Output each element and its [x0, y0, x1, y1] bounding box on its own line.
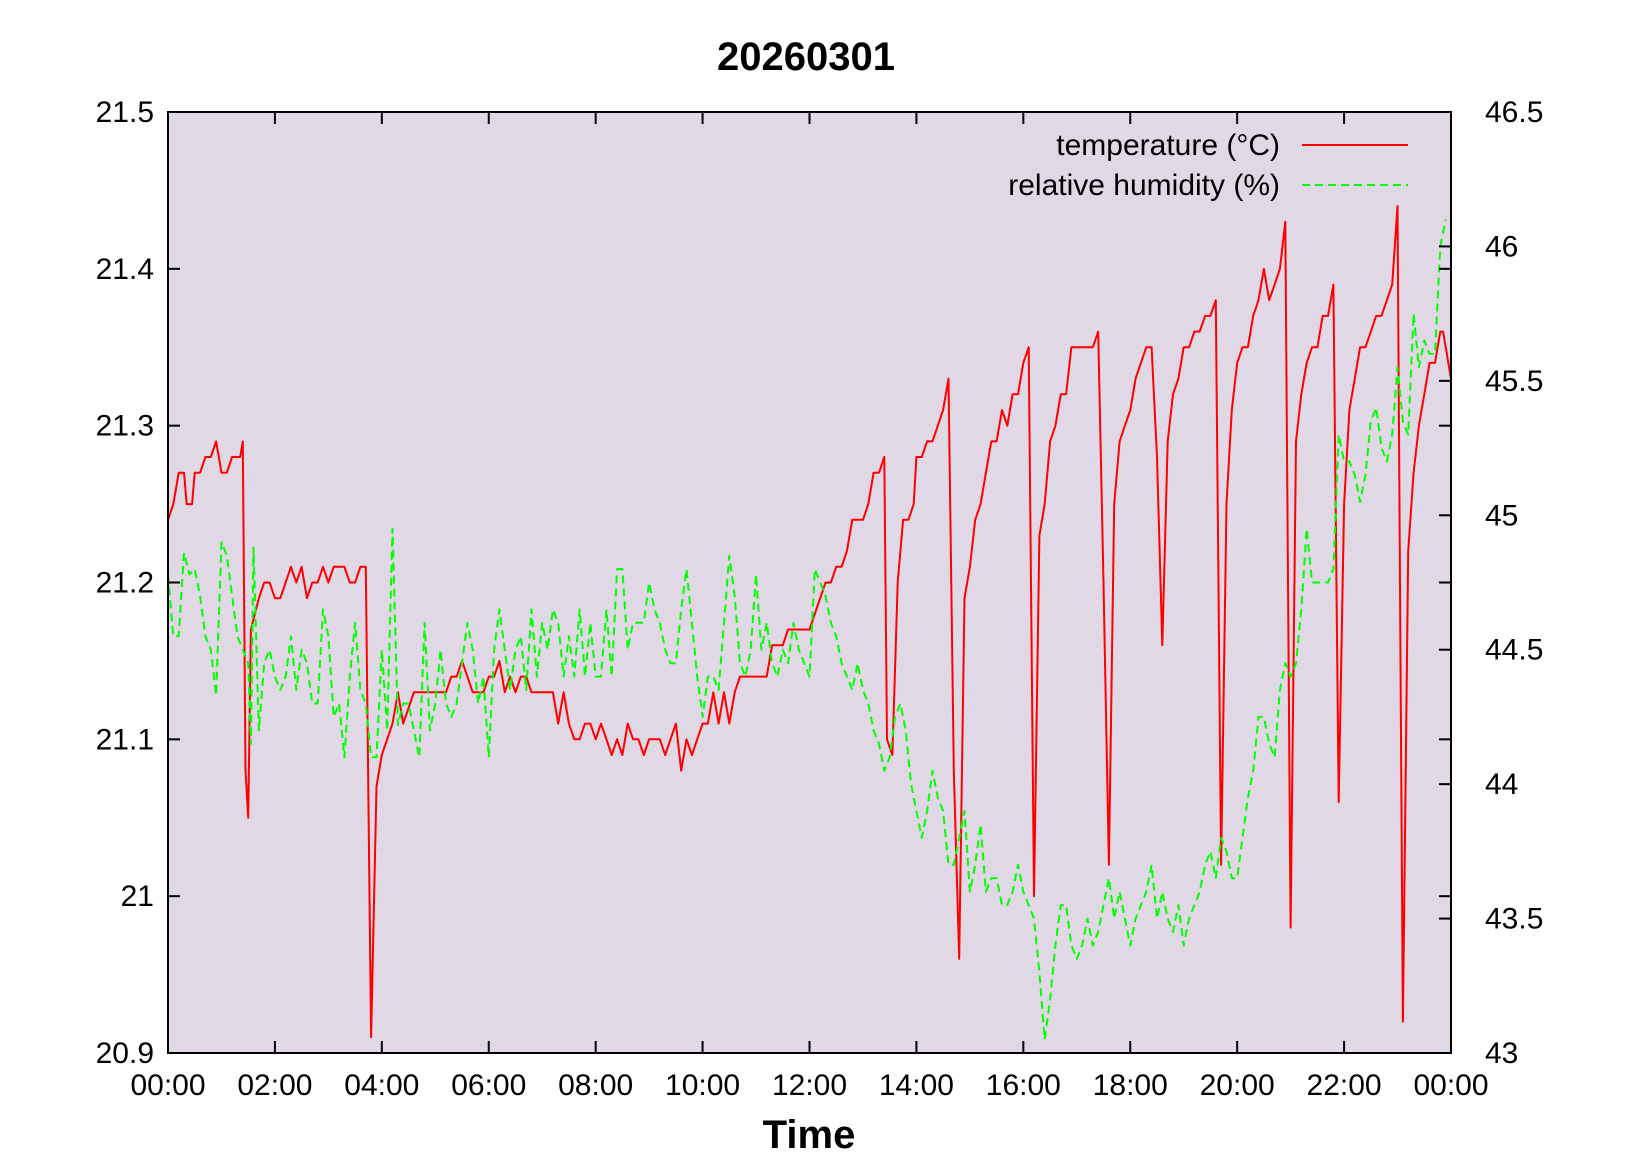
x-tick-label: 12:00 — [772, 1069, 847, 1102]
series-layer — [167, 205, 1452, 1041]
chart-title: 20260301 — [717, 35, 895, 79]
x-tick-label: 06:00 — [451, 1069, 526, 1102]
x-tick-label: 10:00 — [665, 1069, 740, 1102]
x-axis: 00:00 02:00 04:00 06:00 08:00 10:00 12:00 14:00… — [130, 112, 1489, 1102]
x-tick-label: 00:00 — [130, 1069, 205, 1102]
right-tick-label: 44 — [1485, 768, 1518, 801]
legend: temperature (°C) relative humidity (%) — [1008, 129, 1408, 202]
left-tick-label: 21.2 — [96, 567, 154, 600]
left-tick-label: 21.3 — [96, 410, 154, 443]
series-line-temperature — [167, 205, 1452, 1039]
x-tick-label: 20:00 — [1200, 1069, 1275, 1102]
right-tick-label: 46 — [1485, 230, 1518, 263]
legend-label: relative humidity (%) — [1008, 169, 1280, 202]
left-tick-label: 20.9 — [96, 1037, 154, 1070]
right-tick-label: 43 — [1485, 1037, 1518, 1070]
x-axis-title: Time — [763, 1113, 856, 1155]
x-tick-label: 22:00 — [1307, 1069, 1382, 1102]
right-tick-label: 45.5 — [1485, 365, 1543, 398]
x-tick-label: 14:00 — [879, 1069, 954, 1102]
x-tick-label: 08:00 — [558, 1069, 633, 1102]
left-tick-label: 21 — [121, 880, 154, 913]
x-tick-label: 18:00 — [1093, 1069, 1168, 1102]
x-tick-label: 00:00 — [1413, 1069, 1488, 1102]
left-tick-label: 21.1 — [96, 723, 154, 756]
right-tick-label: 43.5 — [1485, 903, 1543, 936]
x-tick-label: 04:00 — [344, 1069, 419, 1102]
legend-label: temperature (°C) — [1056, 129, 1280, 162]
right-tick-label: 46.5 — [1485, 96, 1543, 129]
x-tick-label: 16:00 — [986, 1069, 1061, 1102]
left-axis: 20.9 21 21.1 21.2 21.3 21.4 21.5 — [96, 96, 1451, 1070]
right-axis: 43 43.5 44 44.5 45 45.5 46 46.5 — [1439, 96, 1543, 1070]
left-tick-label: 21.5 — [96, 96, 154, 129]
plot-area — [167, 111, 1452, 1054]
right-tick-label: 44.5 — [1485, 634, 1543, 667]
left-tick-label: 21.4 — [96, 253, 154, 286]
x-tick-label: 02:00 — [237, 1069, 312, 1102]
series-line-humidity — [167, 219, 1447, 1041]
right-tick-label: 45 — [1485, 499, 1518, 532]
